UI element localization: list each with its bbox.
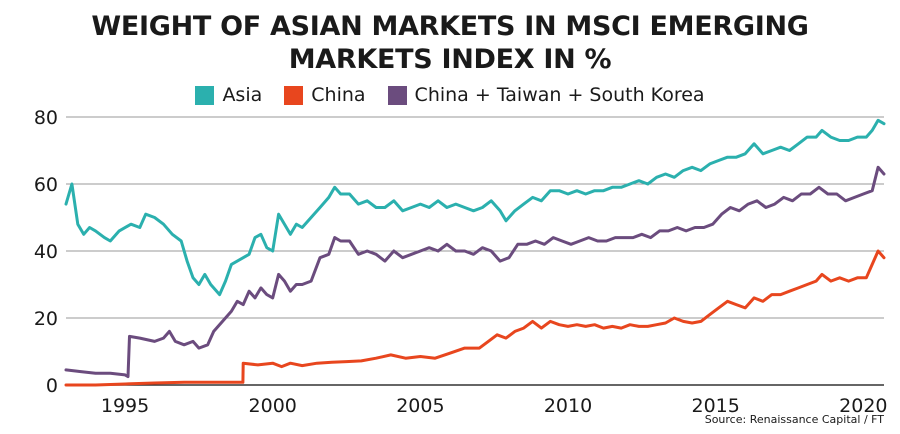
x-tick-label-2015: 2015 [691, 395, 739, 417]
legend-item-china: China [284, 84, 366, 106]
series-line-1 [64, 249, 886, 387]
y-tick-label-80: 80 [34, 107, 58, 129]
legend-swatch-china-taiwan-korea [387, 85, 407, 105]
x-tick-label-2010: 2010 [544, 395, 592, 417]
source-note: Source: Renaissance Capital / FT [704, 413, 884, 426]
legend-label-china-taiwan-korea: China + Taiwan + South Korea [414, 84, 705, 106]
legend-label-asia: Asia [222, 84, 263, 106]
y-tick-label-60: 60 [34, 174, 58, 196]
series-line-2 [64, 165, 886, 379]
legend-swatch-china [284, 85, 304, 105]
y-tick-label-20: 20 [34, 308, 58, 330]
y-axis-ticks: 0 20 40 60 80 [34, 107, 58, 397]
series-lines [64, 118, 886, 387]
chart-title-line-1: WEIGHT OF ASIAN MARKETS IN MSCI EMERGING [91, 11, 809, 42]
legend-item-china-taiwan-korea: China + Taiwan + South Korea [387, 84, 705, 106]
x-tick-label-2005: 2005 [396, 395, 444, 417]
x-tick-label-2000: 2000 [249, 395, 297, 417]
y-tick-label-0: 0 [46, 375, 58, 397]
chart-title-line-2: MARKETS INDEX IN % [288, 44, 612, 75]
legend-swatch-asia [195, 85, 215, 105]
x-tick-label-2020: 2020 [839, 395, 887, 417]
legend-label-china: China [311, 84, 366, 106]
legend: Asia China China + Taiwan + South Korea [0, 84, 900, 106]
x-axis-ticks: 1995 2000 2005 2010 2015 2020 [101, 395, 888, 417]
chart-title: WEIGHT OF ASIAN MARKETS IN MSCI EMERGING… [0, 10, 900, 76]
legend-item-asia: Asia [195, 84, 262, 106]
gridlines [66, 116, 884, 386]
x-tick-label-1995: 1995 [101, 395, 149, 417]
y-tick-label-40: 40 [34, 241, 58, 263]
series-line-0 [64, 118, 886, 297]
